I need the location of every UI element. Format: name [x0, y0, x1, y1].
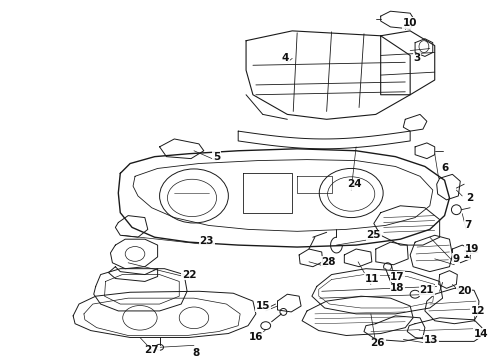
- Polygon shape: [364, 316, 425, 341]
- Polygon shape: [425, 288, 479, 324]
- Text: 25: 25: [367, 230, 381, 240]
- Polygon shape: [94, 269, 187, 311]
- Text: 14: 14: [474, 329, 488, 338]
- Text: 17: 17: [390, 271, 405, 282]
- Polygon shape: [407, 318, 482, 341]
- Text: 3: 3: [414, 53, 421, 63]
- Text: 27: 27: [145, 345, 159, 355]
- Polygon shape: [73, 291, 256, 337]
- Polygon shape: [439, 271, 457, 288]
- Text: 12: 12: [471, 306, 485, 316]
- Text: 23: 23: [199, 236, 214, 246]
- Text: 19: 19: [465, 244, 479, 254]
- Text: 24: 24: [347, 179, 362, 189]
- Polygon shape: [374, 206, 440, 245]
- Text: 26: 26: [370, 338, 385, 348]
- Polygon shape: [312, 269, 442, 314]
- Polygon shape: [299, 249, 323, 267]
- Text: 11: 11: [365, 274, 379, 284]
- Polygon shape: [238, 131, 410, 149]
- Text: 18: 18: [390, 283, 405, 293]
- Polygon shape: [108, 267, 158, 282]
- Text: 8: 8: [192, 348, 199, 358]
- Polygon shape: [110, 239, 158, 269]
- Polygon shape: [246, 31, 410, 119]
- Polygon shape: [437, 174, 460, 200]
- Text: 22: 22: [182, 270, 196, 280]
- Text: 15: 15: [255, 301, 270, 311]
- Text: 7: 7: [465, 220, 472, 230]
- Polygon shape: [452, 245, 470, 263]
- Polygon shape: [344, 249, 372, 267]
- Polygon shape: [133, 159, 433, 231]
- Polygon shape: [115, 216, 148, 237]
- Polygon shape: [381, 31, 435, 95]
- Polygon shape: [415, 39, 433, 57]
- Text: 16: 16: [248, 333, 263, 342]
- Polygon shape: [410, 235, 452, 272]
- Text: 20: 20: [457, 286, 471, 296]
- Polygon shape: [376, 242, 408, 265]
- Text: 1: 1: [463, 250, 470, 260]
- Text: 2: 2: [466, 193, 474, 203]
- Polygon shape: [302, 296, 413, 336]
- Polygon shape: [118, 149, 449, 247]
- Text: 9: 9: [453, 254, 460, 264]
- Text: 21: 21: [419, 285, 434, 295]
- Text: 5: 5: [213, 152, 220, 162]
- Text: 10: 10: [403, 18, 417, 28]
- Text: 13: 13: [423, 336, 438, 345]
- Polygon shape: [381, 11, 415, 29]
- Text: 28: 28: [321, 257, 336, 267]
- Text: 6: 6: [441, 163, 448, 174]
- Text: 4: 4: [282, 53, 289, 63]
